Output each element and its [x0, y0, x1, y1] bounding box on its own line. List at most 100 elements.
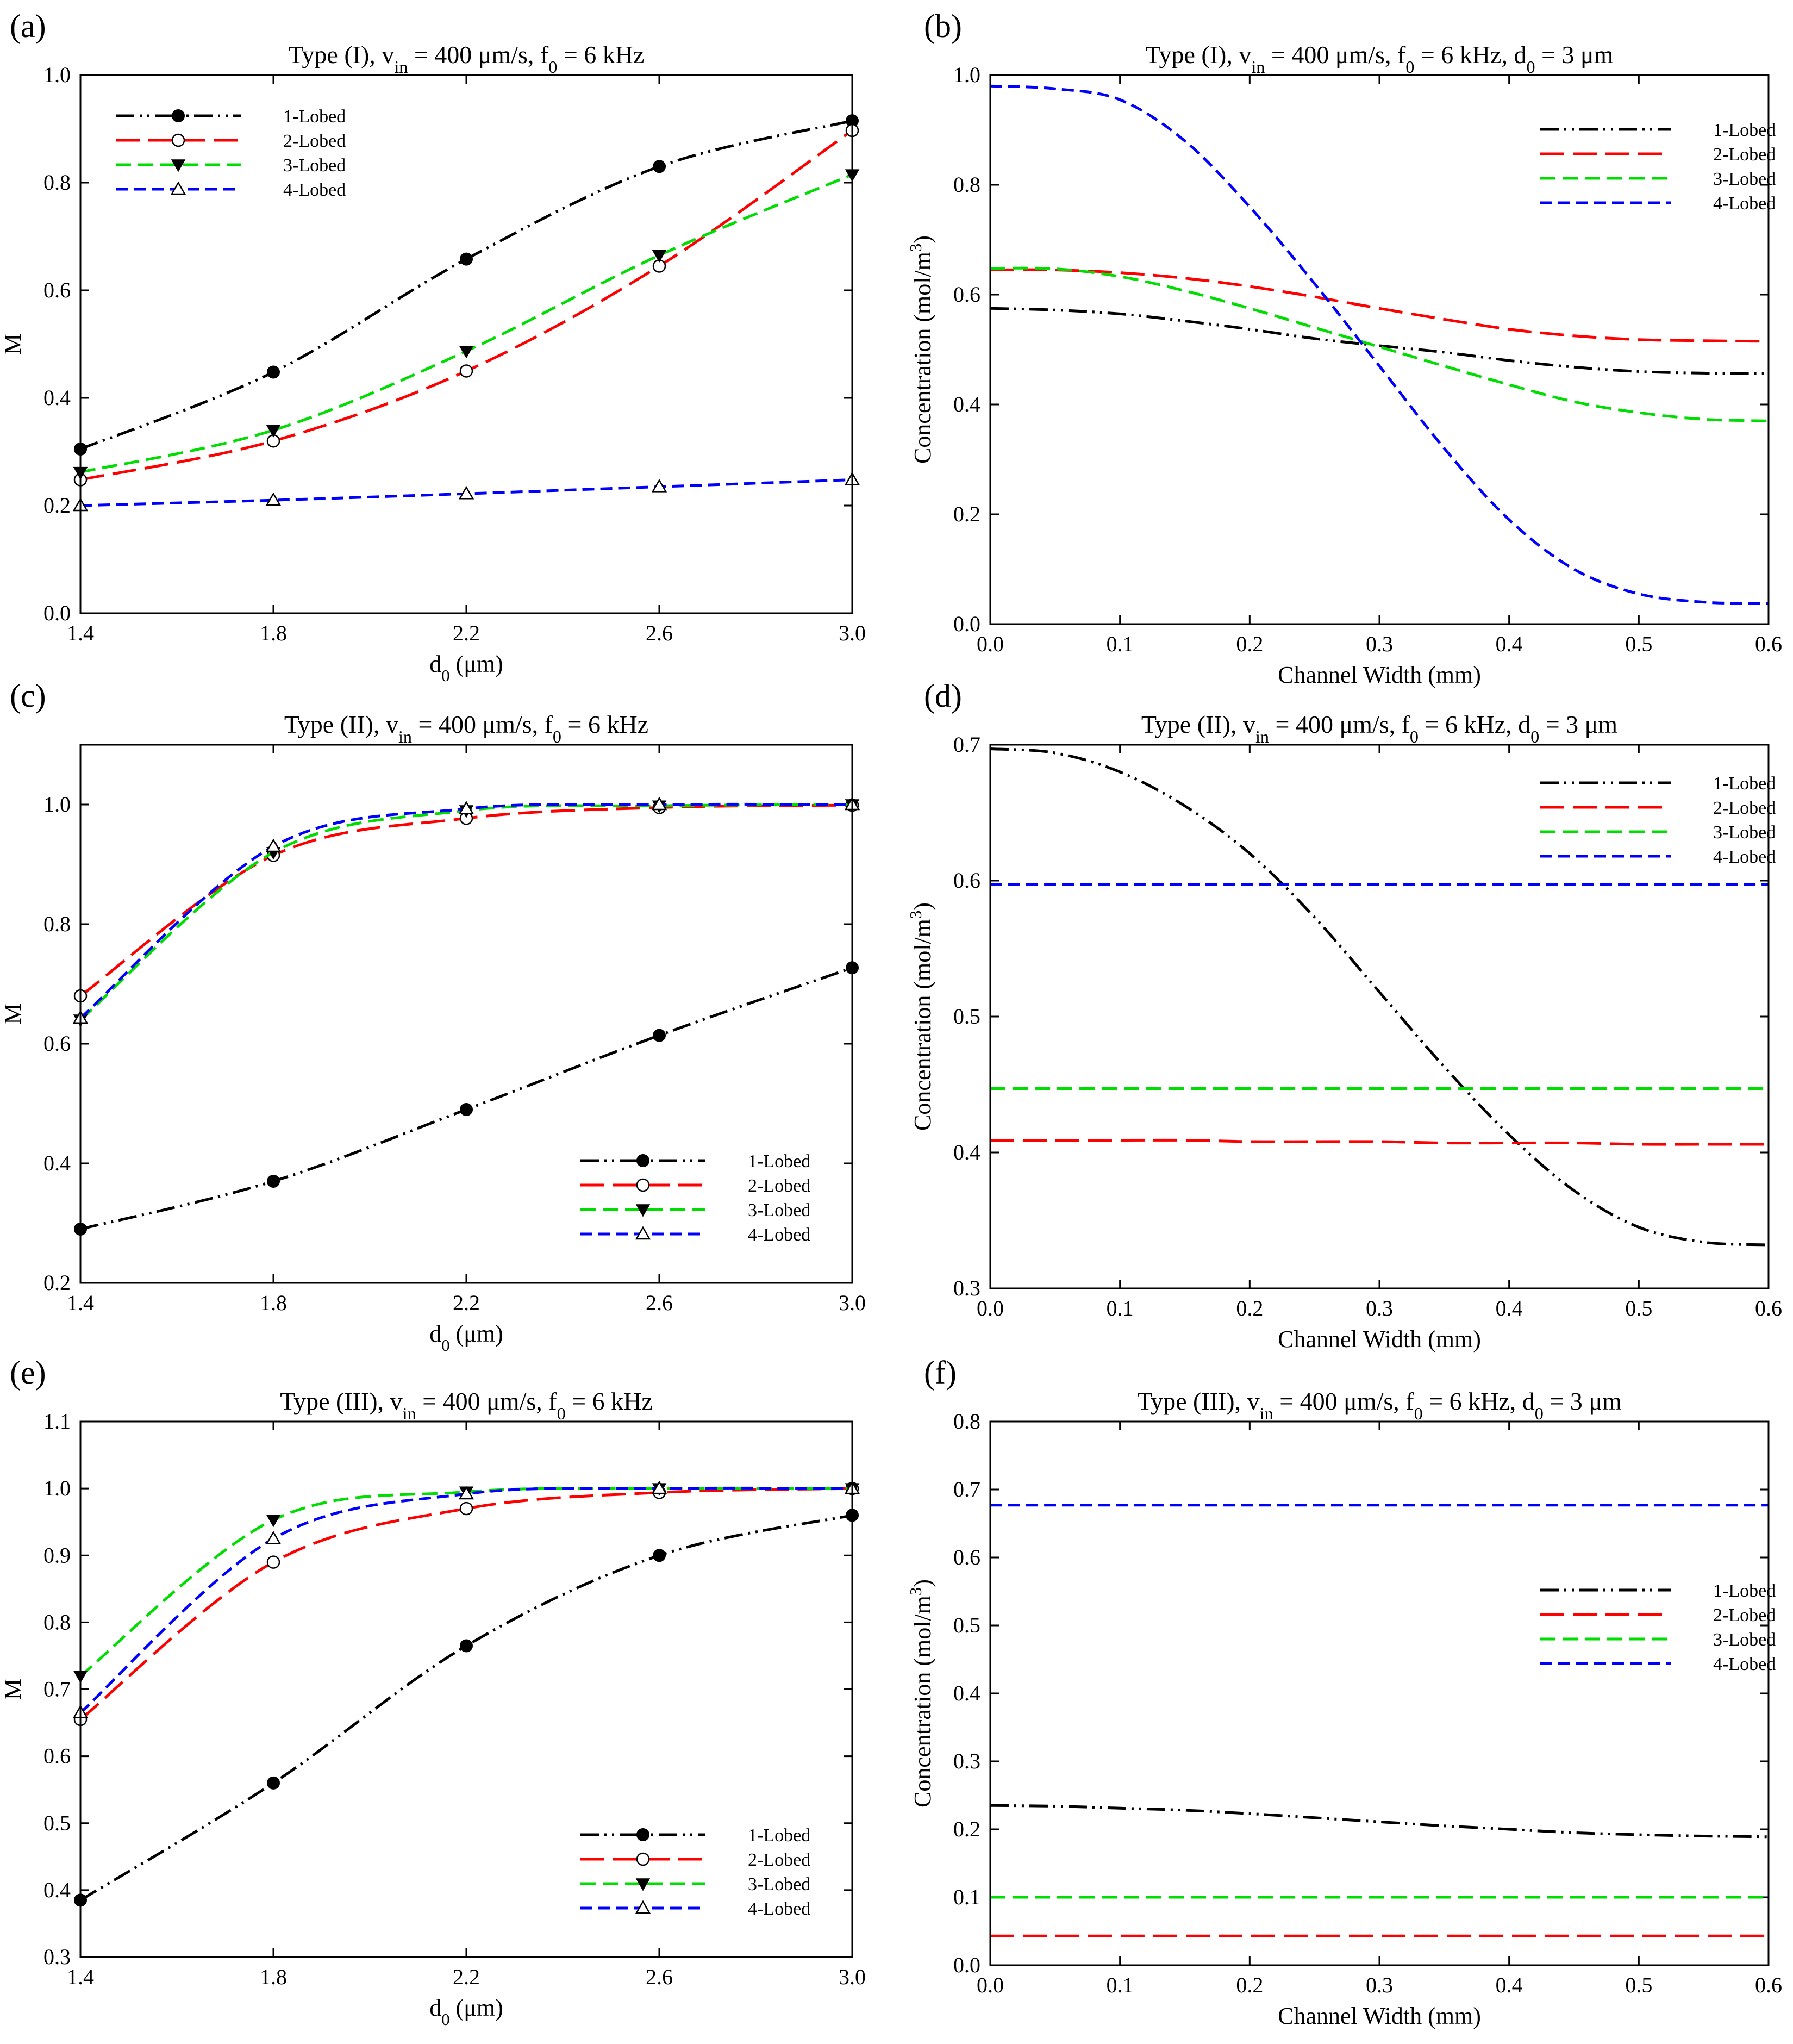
y-tick-label: 0.8: [953, 172, 980, 197]
y-tick-label: 1.0: [953, 63, 980, 87]
data-point-1-lobed: [653, 160, 666, 173]
x-tick-label: 2.6: [646, 621, 673, 645]
x-tick-label: 0.6: [1755, 1973, 1782, 1997]
y-axis-label: Concentration (mol/m3): [907, 235, 936, 464]
legend-marker-3-lobed: [635, 1204, 651, 1217]
y-tick-label: 0.1: [953, 1885, 980, 1909]
x-axis-label: Channel Width (mm): [1278, 2003, 1481, 2029]
data-point-1-lobed: [460, 252, 473, 266]
y-tick-label: 0.8: [43, 170, 71, 195]
chart-title-part: in: [1255, 727, 1269, 746]
panel-label: (f): [924, 1355, 957, 1391]
y-tick-label: 0.4: [43, 1151, 71, 1175]
x-tick-label: 1.8: [260, 1291, 287, 1315]
x-axis-label-part: d: [429, 1320, 441, 1347]
y-tick-label: 0.8: [43, 1610, 71, 1634]
x-axis-label: d0 (μm): [429, 1320, 503, 1355]
y-axis-label-part: Concentration (mol/m: [909, 252, 936, 464]
y-tick-label: 0.8: [953, 1409, 980, 1434]
x-axis-label-part: d: [429, 1995, 441, 2021]
chart-title: Type (III), vin = 400 μm/s, f0 = 6 kHz: [280, 1387, 653, 1423]
x-tick-label: 2.6: [646, 1291, 673, 1315]
y-tick-label: 0.4: [43, 1878, 71, 1902]
legend-label: 2-Lobed: [1713, 1605, 1776, 1625]
legend-marker-2-lobed: [171, 133, 185, 147]
x-tick-label: 0.3: [1366, 1973, 1393, 1997]
panel-label: (c): [10, 678, 46, 714]
chart-title-part: = 6 kHz: [557, 41, 644, 68]
y-tick-label: 0.5: [43, 1811, 71, 1835]
panel-label: (a): [10, 8, 46, 44]
x-axis-label-part: Channel Width (mm): [1278, 662, 1481, 688]
chart-title-part: = 6 kHz, d: [1414, 41, 1526, 68]
chart-title-part: = 3 μm: [1535, 41, 1614, 68]
legend: 1-Lobed 2-Lobed 3-Lobed 4-Lobed: [1540, 120, 1776, 214]
legend-label: 3-Lobed: [283, 155, 346, 176]
legend-marker-1-lobed: [172, 109, 185, 122]
x-tick-label: 0.2: [1236, 1973, 1263, 1997]
x-axis-label: Channel Width (mm): [1278, 662, 1481, 688]
legend-label: 1-Lobed: [1713, 120, 1776, 140]
chart-title-part: = 400 μm/s, f: [412, 711, 553, 738]
data-point-1-lobed: [460, 1639, 473, 1653]
legend-label: 4-Lobed: [748, 1899, 810, 1919]
panel-5: (e)Type (III), vin = 400 μm/s, f0 = 6 kH…: [0, 1355, 866, 2029]
chart-title-part: Type (II), v: [284, 711, 398, 738]
y-tick-label: 0.0: [953, 612, 980, 636]
chart-title-part: Type (III), v: [280, 1387, 402, 1415]
legend-label: 1-Lobed: [283, 107, 346, 127]
legend: 1-Lobed 2-Lobed 3-Lobed 4-Lobed: [116, 107, 346, 200]
y-tick-label: 0.4: [43, 385, 71, 410]
data-point-1-lobed: [460, 1103, 473, 1116]
chart-title-part: Type (II), v: [1141, 711, 1255, 738]
data-point-1-lobed: [267, 1776, 280, 1790]
y-axis-label: Concentration (mol/m3): [907, 1579, 936, 1808]
legend-label: 1-Lobed: [748, 1825, 810, 1846]
chart-title-part: 0: [1414, 1404, 1423, 1423]
data-point-4-lobed: [651, 1480, 667, 1494]
x-tick-label: 1.4: [67, 1291, 94, 1315]
x-tick-label: 0.0: [977, 1973, 1004, 1997]
panel-3: (c)Type (II), vin = 400 μm/s, f0 = 6 kHz…: [0, 678, 866, 1355]
x-axis-label-part: 0: [441, 1336, 449, 1355]
x-tick-label: 0.3: [1366, 1296, 1393, 1320]
y-tick-label: 0.7: [43, 1677, 71, 1702]
chart-title-part: 0: [1530, 727, 1539, 746]
legend-label: 2-Lobed: [748, 1176, 810, 1196]
series-line-1-lobed: [990, 1804, 1769, 1839]
x-tick-label: 0.2: [1236, 632, 1263, 656]
x-tick-label: 0.6: [1755, 632, 1782, 656]
x-tick-label: 3.0: [839, 621, 866, 645]
chart-title-part: in: [403, 1404, 416, 1423]
plot-frame: [79, 744, 853, 1284]
panel-label: (b): [924, 8, 962, 44]
x-axis-label: Channel Width (mm): [1278, 1326, 1481, 1353]
y-tick-label: 0.3: [953, 1749, 980, 1773]
legend-label: 3-Lobed: [748, 1200, 810, 1220]
series-line-3-lobed: [80, 803, 852, 1021]
chart-title-part: = 3 μm: [1539, 711, 1617, 738]
y-tick-label: 0.2: [43, 493, 71, 518]
plot-frame: [989, 74, 1770, 625]
x-tick-label: 0.5: [1625, 1973, 1652, 1997]
data-point-3-lobed: [266, 1515, 281, 1528]
plot-frame: [989, 744, 1770, 1289]
x-tick-label: 1.4: [67, 621, 94, 645]
series-line-2-lobed: [990, 268, 1769, 343]
series-line-2-lobed: [80, 1487, 852, 1721]
data-point-1-lobed: [653, 1549, 666, 1562]
data-point-2-lobed: [266, 1555, 280, 1569]
y-tick-label: 0.6: [43, 1744, 71, 1768]
data-point-4-lobed: [458, 801, 474, 814]
y-axis-label-part: 3: [907, 911, 925, 919]
legend-marker-4-lobed: [170, 181, 186, 195]
x-axis-label-part: d: [429, 651, 441, 677]
legend-label: 2-Lobed: [1713, 798, 1776, 818]
legend-marker-3-lobed: [635, 1878, 651, 1891]
chart-title: Type (III), vin = 400 μm/s, f0 = 6 kHz, …: [1137, 1387, 1622, 1423]
legend-marker-4-lobed: [635, 1900, 651, 1914]
legend-label: 3-Lobed: [1713, 169, 1776, 189]
data-point-2-lobed: [459, 364, 473, 378]
legend-label: 4-Lobed: [1713, 1654, 1776, 1674]
panel-label: (d): [924, 678, 962, 714]
